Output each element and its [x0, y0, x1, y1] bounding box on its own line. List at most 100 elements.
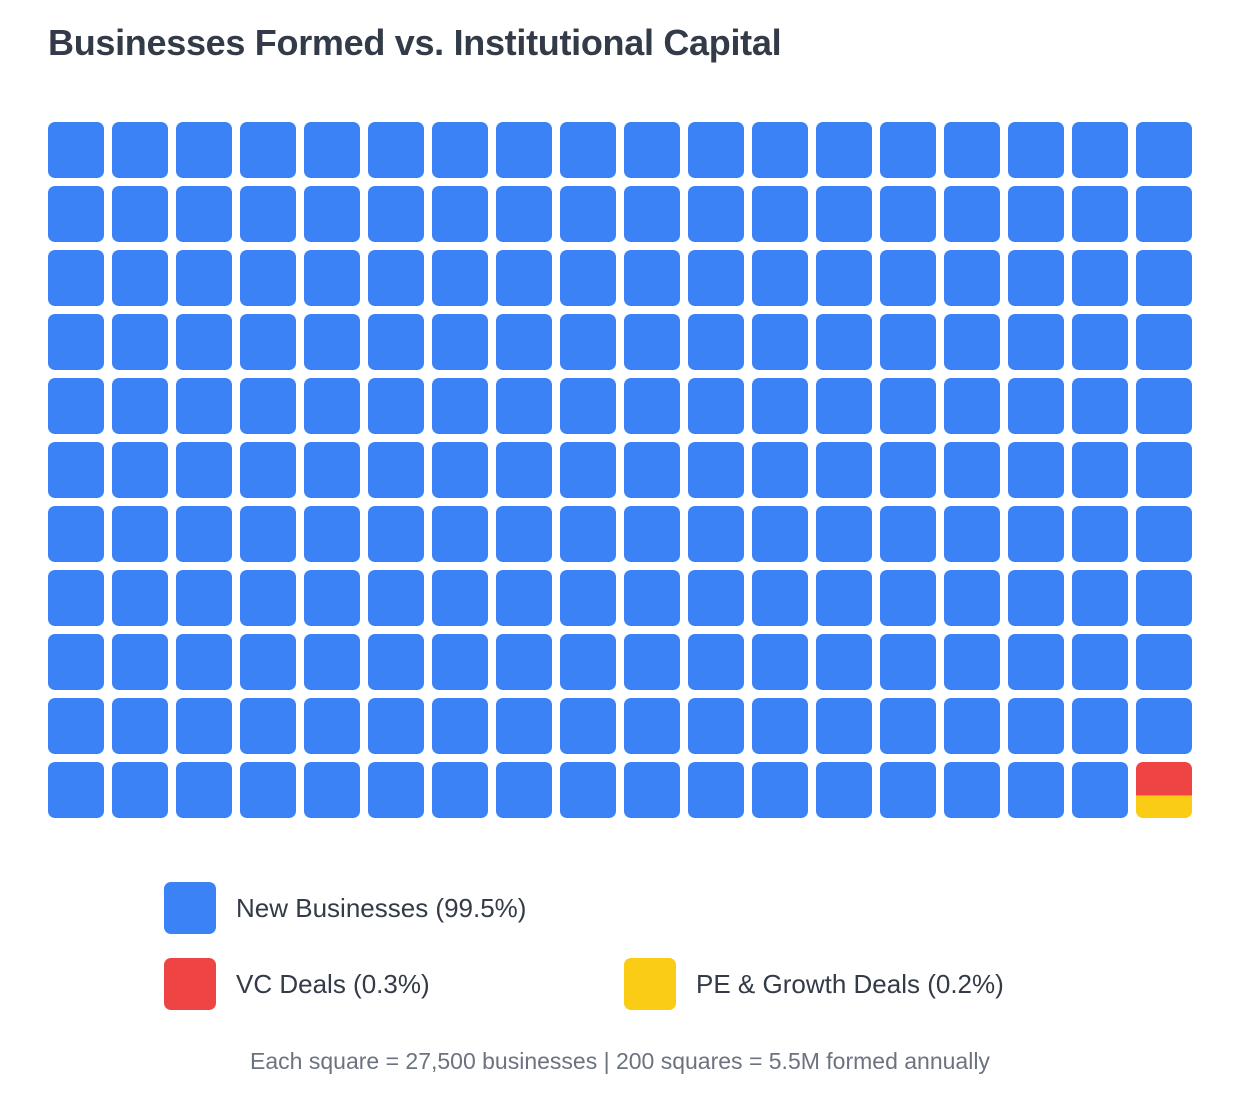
waffle-square-new-businesses	[176, 634, 232, 690]
waffle-square-new-businesses	[1008, 762, 1064, 818]
waffle-square-new-businesses	[752, 122, 808, 178]
waffle-square-new-businesses	[368, 186, 424, 242]
waffle-square-new-businesses	[176, 698, 232, 754]
waffle-square-new-businesses	[240, 506, 296, 562]
waffle-square-new-businesses	[1072, 122, 1128, 178]
waffle-square-new-businesses	[688, 378, 744, 434]
waffle-square-new-businesses	[688, 506, 744, 562]
waffle-square-new-businesses	[432, 122, 488, 178]
waffle-square-new-businesses	[240, 122, 296, 178]
waffle-square-new-businesses	[624, 378, 680, 434]
waffle-square-new-businesses	[240, 186, 296, 242]
waffle-square-new-businesses	[1072, 186, 1128, 242]
waffle-square-new-businesses	[240, 250, 296, 306]
waffle-square-new-businesses	[1136, 250, 1192, 306]
legend-label-pe-growth-deals: PE & Growth Deals (0.2%)	[696, 968, 1004, 999]
waffle-square-new-businesses	[496, 122, 552, 178]
legend-swatch-new-businesses	[164, 882, 216, 934]
waffle-square-new-businesses	[944, 250, 1000, 306]
waffle-square-new-businesses	[624, 186, 680, 242]
waffle-square-new-businesses	[368, 442, 424, 498]
waffle-grid	[48, 122, 1192, 818]
waffle-square-split	[1136, 762, 1192, 818]
waffle-square-new-businesses	[240, 378, 296, 434]
waffle-square-new-businesses	[880, 122, 936, 178]
waffle-square-new-businesses	[1008, 122, 1064, 178]
waffle-square-new-businesses	[560, 570, 616, 626]
waffle-square-new-businesses	[368, 762, 424, 818]
waffle-square-new-businesses	[752, 762, 808, 818]
waffle-square-new-businesses	[240, 698, 296, 754]
waffle-square-new-businesses	[944, 506, 1000, 562]
waffle-square-new-businesses	[816, 314, 872, 370]
waffle-square-new-businesses	[944, 122, 1000, 178]
waffle-square-new-businesses	[48, 762, 104, 818]
waffle-square-new-businesses	[944, 570, 1000, 626]
legend-label-vc-deals: VC Deals (0.3%)	[236, 968, 430, 999]
waffle-square-new-businesses	[624, 442, 680, 498]
waffle-square-new-businesses	[368, 314, 424, 370]
waffle-square-new-businesses	[560, 634, 616, 690]
waffle-square-new-businesses	[1072, 698, 1128, 754]
waffle-square-new-businesses	[752, 314, 808, 370]
waffle-square-new-businesses	[880, 634, 936, 690]
waffle-square-new-businesses	[304, 634, 360, 690]
waffle-square-new-businesses	[816, 762, 872, 818]
waffle-square-new-businesses	[560, 762, 616, 818]
waffle-square-new-businesses	[496, 250, 552, 306]
waffle-square-new-businesses	[496, 442, 552, 498]
waffle-square-new-businesses	[1136, 698, 1192, 754]
waffle-square-new-businesses	[816, 122, 872, 178]
waffle-square-new-businesses	[112, 122, 168, 178]
waffle-square-new-businesses	[368, 250, 424, 306]
waffle-square-new-businesses	[816, 378, 872, 434]
waffle-square-new-businesses	[560, 698, 616, 754]
waffle-square-new-businesses	[752, 378, 808, 434]
legend-swatch-pe-growth-deals	[624, 958, 676, 1010]
waffle-square-new-businesses	[1008, 570, 1064, 626]
waffle-square-new-businesses	[432, 250, 488, 306]
waffle-square-new-businesses	[880, 314, 936, 370]
waffle-square-new-businesses	[1072, 634, 1128, 690]
waffle-square-new-businesses	[368, 506, 424, 562]
waffle-square-new-businesses	[1072, 506, 1128, 562]
waffle-square-new-businesses	[496, 570, 552, 626]
waffle-square-new-businesses	[240, 634, 296, 690]
waffle-square-new-businesses	[112, 762, 168, 818]
waffle-square-new-businesses	[176, 442, 232, 498]
waffle-square-new-businesses	[752, 186, 808, 242]
waffle-square-new-businesses	[48, 314, 104, 370]
waffle-square-new-businesses	[880, 570, 936, 626]
waffle-square-new-businesses	[240, 442, 296, 498]
waffle-square-new-businesses	[1136, 122, 1192, 178]
waffle-square-new-businesses	[1072, 570, 1128, 626]
waffle-square-new-businesses	[624, 698, 680, 754]
waffle-square-new-businesses	[112, 250, 168, 306]
waffle-square-new-businesses	[816, 634, 872, 690]
waffle-square-vc-deals	[1136, 762, 1192, 796]
waffle-square-new-businesses	[1008, 314, 1064, 370]
waffle-square-new-businesses	[304, 442, 360, 498]
waffle-square-new-businesses	[112, 634, 168, 690]
waffle-square-new-businesses	[112, 570, 168, 626]
waffle-square-new-businesses	[176, 762, 232, 818]
waffle-square-new-businesses	[176, 186, 232, 242]
waffle-square-new-businesses	[48, 186, 104, 242]
waffle-square-new-businesses	[624, 570, 680, 626]
waffle-square-new-businesses	[816, 570, 872, 626]
waffle-square-new-businesses	[1008, 250, 1064, 306]
waffle-square-new-businesses	[816, 506, 872, 562]
legend-swatch-vc-deals	[164, 958, 216, 1010]
waffle-square-new-businesses	[304, 378, 360, 434]
waffle-square-new-businesses	[560, 250, 616, 306]
chart-footnote: Each square = 27,500 businesses | 200 sq…	[250, 1048, 990, 1074]
waffle-square-new-businesses	[1136, 570, 1192, 626]
waffle-square-new-businesses	[1136, 442, 1192, 498]
waffle-square-new-businesses	[880, 378, 936, 434]
waffle-square-new-businesses	[432, 634, 488, 690]
waffle-square-new-businesses	[944, 698, 1000, 754]
waffle-square-new-businesses	[816, 442, 872, 498]
waffle-square-new-businesses	[112, 378, 168, 434]
waffle-square-new-businesses	[624, 506, 680, 562]
waffle-square-new-businesses	[752, 250, 808, 306]
